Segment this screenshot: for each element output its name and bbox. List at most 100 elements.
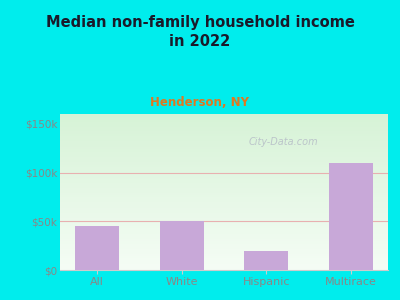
Bar: [60, 174, 388, 175]
Bar: [60, 157, 388, 158]
Bar: [60, 152, 388, 153]
Bar: [60, 118, 388, 119]
Bar: [60, 176, 388, 178]
Bar: [60, 228, 388, 230]
Bar: [60, 188, 388, 189]
Bar: [60, 231, 388, 232]
Bar: [60, 230, 388, 231]
Bar: [60, 239, 388, 240]
Bar: [60, 150, 388, 152]
Bar: [60, 218, 388, 219]
Bar: [60, 132, 388, 134]
Bar: [60, 140, 388, 141]
Bar: [60, 209, 388, 210]
Bar: [60, 164, 388, 165]
Bar: [60, 127, 388, 128]
Text: City-Data.com: City-Data.com: [248, 137, 318, 147]
Bar: [60, 130, 388, 131]
Bar: [60, 266, 388, 267]
Bar: [60, 201, 388, 202]
Bar: [60, 121, 388, 122]
Bar: [60, 183, 388, 184]
Bar: [60, 131, 388, 132]
Bar: [60, 192, 388, 193]
Bar: [60, 145, 388, 146]
Bar: [160, 221, 204, 270]
Bar: [60, 172, 388, 174]
Text: Median non-family household income
in 2022: Median non-family household income in 20…: [46, 15, 354, 49]
Bar: [60, 227, 388, 228]
Bar: [60, 184, 388, 185]
Bar: [60, 175, 388, 176]
Bar: [60, 242, 388, 243]
Bar: [60, 135, 388, 136]
Bar: [60, 136, 388, 137]
Bar: [60, 169, 388, 170]
Bar: [60, 260, 388, 261]
Bar: [60, 240, 388, 242]
Bar: [60, 134, 388, 135]
Bar: [60, 139, 388, 140]
Bar: [60, 195, 388, 196]
Bar: [60, 197, 388, 199]
Bar: [60, 126, 388, 127]
Bar: [60, 252, 388, 253]
Bar: [60, 166, 388, 167]
Bar: [60, 219, 388, 220]
Bar: [60, 185, 388, 187]
Bar: [60, 226, 388, 227]
Bar: [60, 146, 388, 148]
Bar: [60, 267, 388, 269]
Bar: [60, 232, 388, 234]
Bar: [60, 248, 388, 249]
Bar: [60, 254, 388, 256]
Bar: [60, 142, 388, 144]
Bar: [60, 148, 388, 149]
Bar: [60, 261, 388, 262]
Bar: [60, 187, 388, 188]
Bar: [60, 124, 388, 126]
Bar: [60, 262, 388, 263]
Bar: [60, 235, 388, 236]
Bar: [60, 217, 388, 218]
Bar: [60, 191, 388, 192]
Bar: [60, 178, 388, 179]
Bar: [60, 141, 388, 142]
Bar: [244, 250, 288, 270]
Bar: [60, 137, 388, 139]
Text: Henderson, NY: Henderson, NY: [150, 96, 250, 109]
Bar: [60, 158, 388, 160]
Bar: [60, 214, 388, 215]
Bar: [60, 250, 388, 252]
Bar: [60, 223, 388, 224]
Bar: [60, 222, 388, 223]
Bar: [60, 257, 388, 258]
Bar: [60, 154, 388, 156]
Bar: [60, 160, 388, 161]
Bar: [60, 182, 388, 183]
Bar: [60, 167, 388, 169]
Bar: [60, 199, 388, 200]
Bar: [60, 170, 388, 171]
Bar: [60, 269, 388, 270]
Bar: [60, 204, 388, 205]
Bar: [60, 243, 388, 244]
Bar: [60, 165, 388, 166]
Bar: [60, 156, 388, 157]
Bar: [60, 149, 388, 150]
Bar: [60, 161, 388, 162]
Bar: [75, 226, 119, 270]
Bar: [60, 119, 388, 121]
Bar: [60, 234, 388, 235]
Bar: [60, 245, 388, 247]
Bar: [60, 263, 388, 265]
Bar: [60, 114, 388, 115]
Bar: [60, 196, 388, 197]
Bar: [60, 256, 388, 257]
Bar: [60, 122, 388, 123]
Bar: [60, 265, 388, 266]
Bar: [60, 123, 388, 124]
Bar: [60, 171, 388, 172]
Bar: [60, 244, 388, 245]
Bar: [329, 163, 373, 270]
